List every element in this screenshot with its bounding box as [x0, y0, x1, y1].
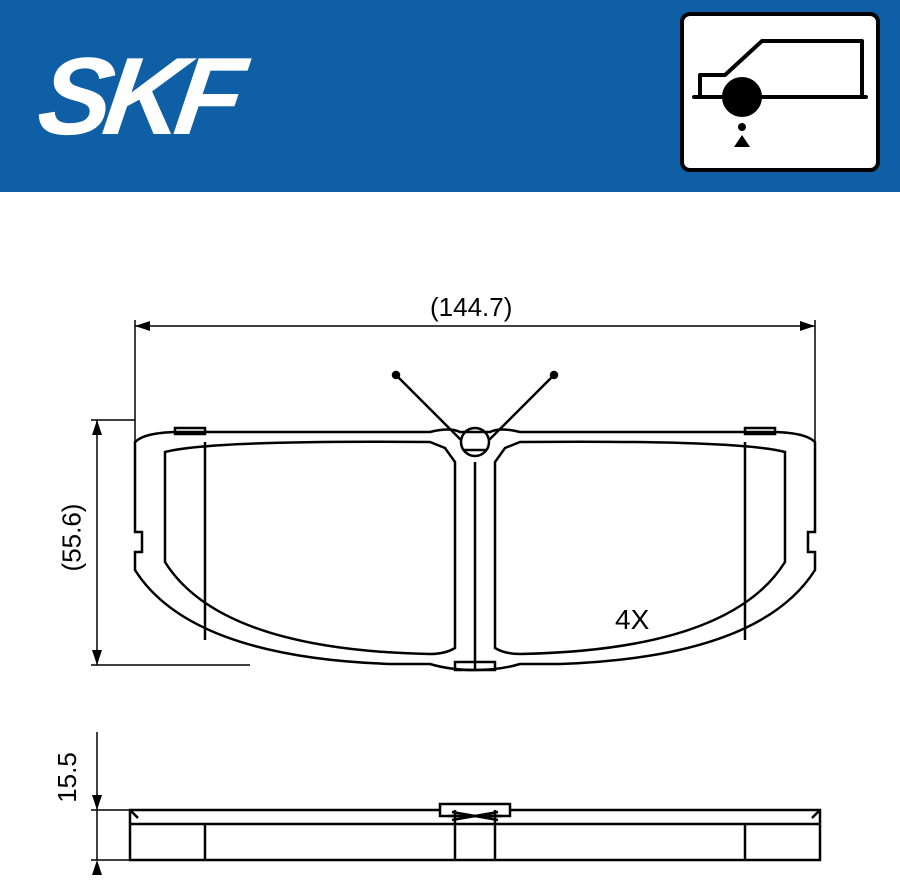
- dim-width-label: (144.7): [430, 292, 512, 323]
- brand-logo: SKF: [31, 33, 245, 160]
- car-front-axle-icon: [690, 27, 870, 157]
- axle-position-icon: [680, 12, 880, 172]
- header-bar: SKF: [0, 0, 900, 192]
- dim-height-label: (55.6): [56, 504, 87, 572]
- quantity-label: 4X: [615, 604, 649, 636]
- dim-thickness-label: 15.5: [52, 752, 83, 803]
- logo-area: SKF: [0, 0, 448, 192]
- technical-drawing: (144.7) (55.6) 15.5 4X: [0, 192, 900, 888]
